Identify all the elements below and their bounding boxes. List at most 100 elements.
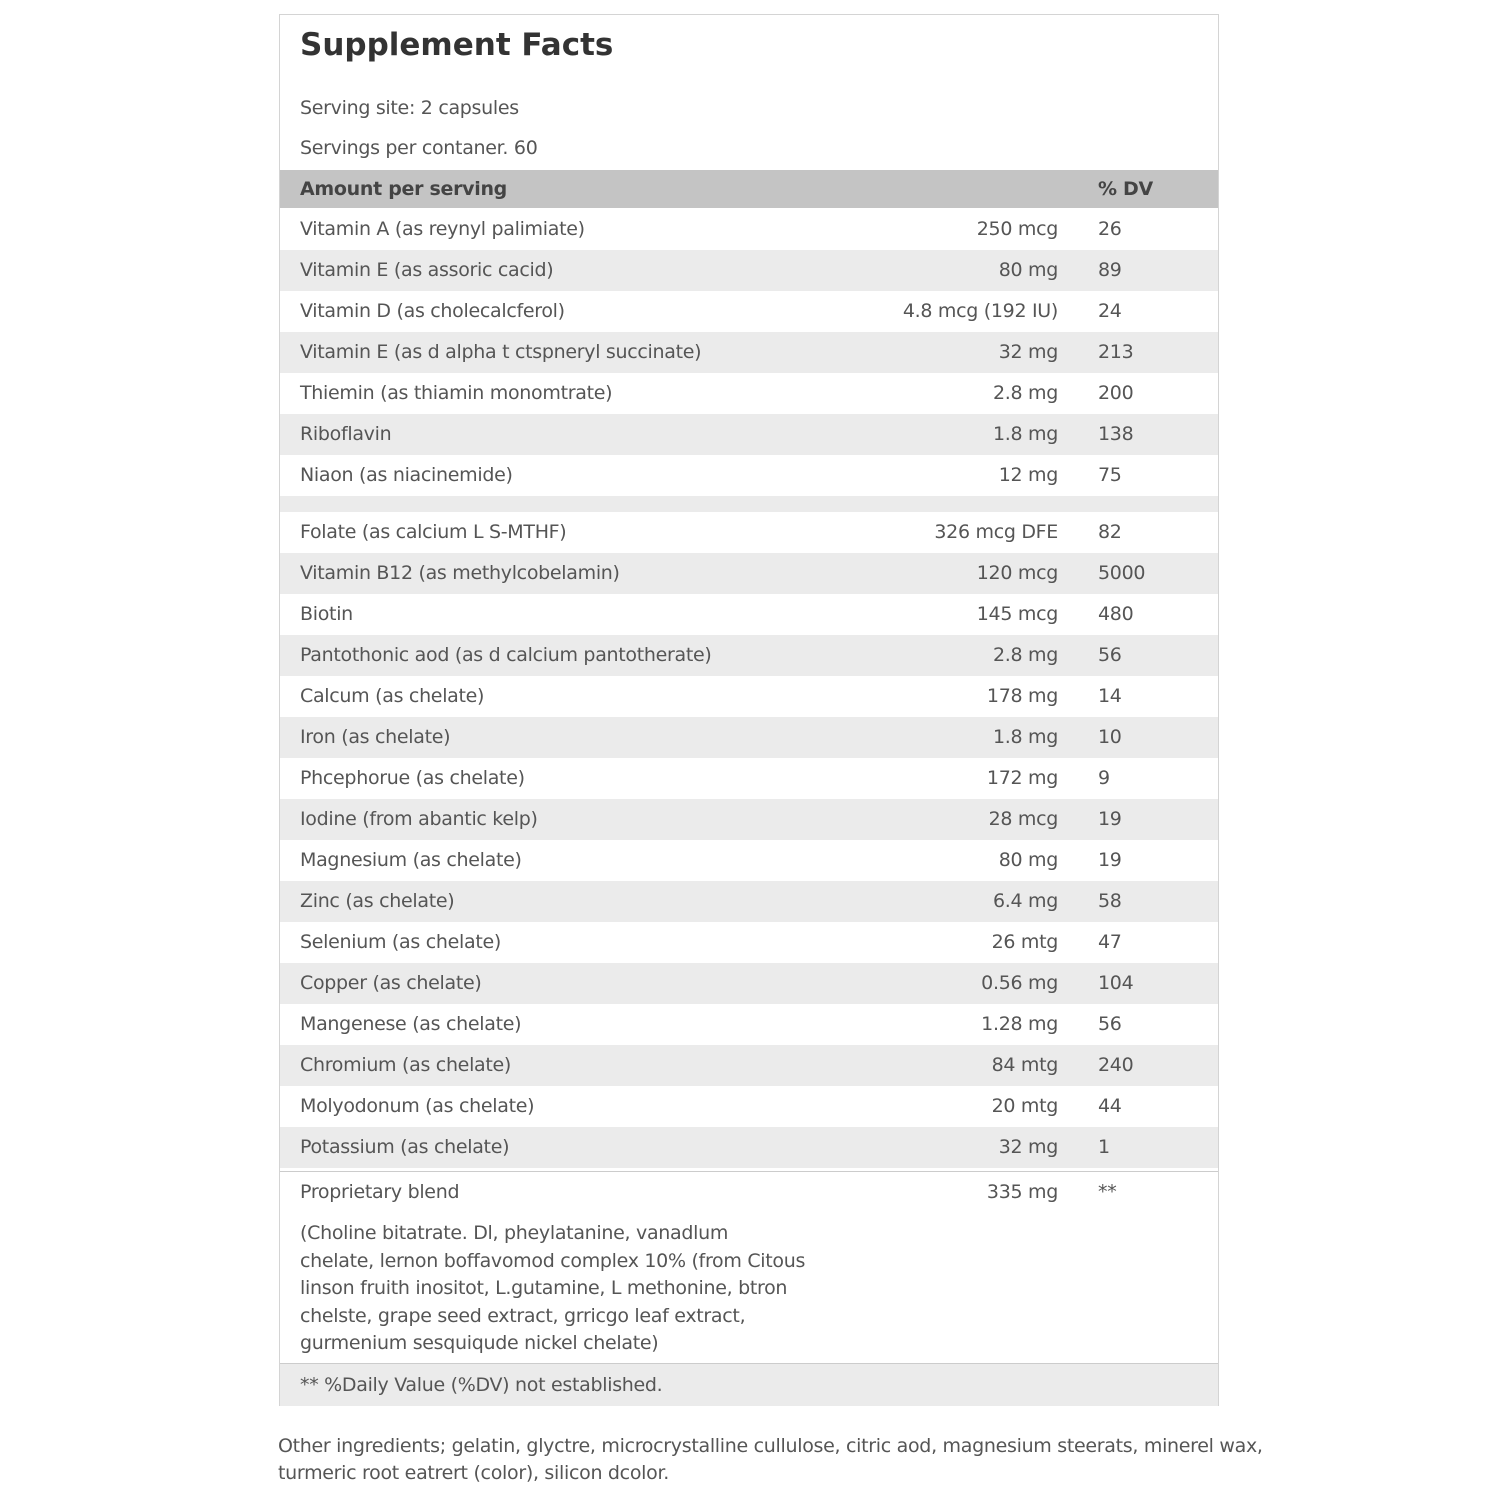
amount: 26 mtg bbox=[991, 931, 1059, 953]
daily-value: 10 bbox=[1098, 726, 1122, 748]
blend-divider bbox=[280, 1171, 1218, 1172]
row-bg-shaded bbox=[280, 553, 1218, 594]
row-bg bbox=[280, 676, 1218, 717]
daily-value: 47 bbox=[1098, 931, 1122, 953]
amount: 28 mcg bbox=[988, 808, 1059, 830]
amount: 32 mg bbox=[998, 1136, 1059, 1158]
nutrient-name: Selenium (as chelate) bbox=[300, 931, 501, 953]
daily-value: 480 bbox=[1098, 603, 1134, 625]
daily-value: 1 bbox=[1098, 1136, 1110, 1158]
row-bg bbox=[280, 209, 1218, 250]
blend-description: chelate, lernon boffavomod complex 10% (… bbox=[300, 1249, 806, 1272]
amount: 32 mg bbox=[998, 341, 1059, 363]
servings-per-container: Servings per contaner. 60 bbox=[300, 137, 538, 159]
daily-value: 14 bbox=[1098, 685, 1122, 707]
nutrient-name: Iron (as chelate) bbox=[300, 726, 451, 748]
footnote-bar bbox=[280, 1363, 1218, 1406]
blend-description: chelste, grape seed extract, grricgo lea… bbox=[300, 1304, 746, 1327]
nutrient-name: Zinc (as chelate) bbox=[300, 890, 455, 912]
nutrient-name: Molyodonum (as chelate) bbox=[300, 1095, 535, 1117]
daily-value: 44 bbox=[1098, 1095, 1122, 1117]
daily-value: 26 bbox=[1098, 218, 1122, 240]
footnote: ** %Daily Value (%DV) not established. bbox=[300, 1374, 663, 1396]
row-bg-shaded bbox=[280, 1127, 1218, 1168]
nutrient-name: Vitamin E (as d alpha t ctspneryl succin… bbox=[300, 341, 702, 363]
title: Supplement Facts bbox=[300, 27, 614, 63]
daily-value: 19 bbox=[1098, 808, 1122, 830]
row-bg bbox=[280, 1004, 1218, 1045]
amount: 4.8 mcg (192 IU) bbox=[902, 300, 1058, 322]
nutrient-name: Potassium (as chelate) bbox=[300, 1136, 510, 1158]
daily-value: 56 bbox=[1098, 644, 1122, 666]
amount: 326 mcg DFE bbox=[934, 521, 1058, 543]
row-bg bbox=[280, 758, 1218, 799]
nutrient-name: Riboflavin bbox=[300, 423, 392, 445]
nutrient-name: Mangenese (as chelate) bbox=[300, 1013, 522, 1035]
amount: 0.56 mg bbox=[981, 972, 1058, 994]
daily-value: 75 bbox=[1098, 464, 1122, 486]
row-bg-shaded bbox=[280, 250, 1218, 291]
amount: 172 mg bbox=[986, 767, 1058, 789]
daily-value: 58 bbox=[1098, 890, 1122, 912]
daily-value: 56 bbox=[1098, 1013, 1122, 1035]
row-bg bbox=[280, 1086, 1218, 1127]
nutrient-name: Niaon (as niacinemide) bbox=[300, 464, 513, 486]
amount: 84 mtg bbox=[991, 1054, 1059, 1076]
row-bg bbox=[280, 840, 1218, 881]
serving-size: Serving site: 2 capsules bbox=[300, 97, 519, 119]
nutrient-name: Vitamin B12 (as methylcobelamin) bbox=[300, 562, 620, 584]
daily-value: 89 bbox=[1098, 259, 1122, 281]
amount: 178 mg bbox=[986, 685, 1058, 707]
nutrient-name: Pantothonic aod (as d calcium pantothera… bbox=[300, 644, 712, 666]
amount: 250 mcg bbox=[976, 218, 1059, 240]
header-dv: % DV bbox=[1098, 178, 1153, 200]
other-ingredients: turmeric root eatrert (color), silicon d… bbox=[278, 1462, 669, 1484]
nutrient-name: Magnesium (as chelate) bbox=[300, 849, 522, 871]
daily-value: 5000 bbox=[1098, 562, 1146, 584]
blend-description: (Choline bitatrate. Dl, pheylatanine, va… bbox=[300, 1222, 729, 1244]
amount: 20 mtg bbox=[991, 1095, 1059, 1117]
nutrient-name: Phcephorue (as chelate) bbox=[300, 767, 525, 789]
nutrient-name: Vitamin D (as cholecalcferol) bbox=[300, 300, 565, 322]
daily-value: 9 bbox=[1098, 767, 1110, 789]
daily-value: 19 bbox=[1098, 849, 1122, 871]
amount: 80 mg bbox=[998, 259, 1059, 281]
blend-amount: 335 mg bbox=[986, 1181, 1058, 1203]
nutrient-name: Thiemin (as thiamin monomtrate) bbox=[300, 382, 613, 404]
daily-value: 200 bbox=[1098, 382, 1134, 404]
amount: 12 mg bbox=[998, 464, 1059, 486]
row-bg bbox=[280, 594, 1218, 635]
row-bg-shaded bbox=[280, 881, 1218, 922]
row-bg-shaded bbox=[280, 1045, 1218, 1086]
daily-value: 213 bbox=[1098, 341, 1134, 363]
amount: 1.8 mg bbox=[992, 726, 1058, 748]
row-bg bbox=[280, 373, 1218, 414]
other-ingredients: Other ingredients; gelatin, glyctre, mic… bbox=[278, 1435, 1263, 1457]
row-bg-shaded bbox=[280, 963, 1218, 1004]
nutrient-name: Biotin bbox=[300, 603, 353, 625]
row-bg-shaded bbox=[280, 717, 1218, 758]
amount: 2.8 mg bbox=[992, 644, 1058, 666]
row-bg-shaded bbox=[280, 635, 1218, 676]
nutrient-name: Iodine (from abantic kelp) bbox=[300, 808, 538, 830]
row-bg bbox=[280, 922, 1218, 963]
blend-description: gurmenium sesquiqude nickel chelate) bbox=[300, 1332, 659, 1354]
daily-value: 138 bbox=[1098, 423, 1134, 445]
daily-value: 240 bbox=[1098, 1054, 1134, 1076]
row-bg bbox=[280, 455, 1218, 496]
row-bg bbox=[280, 512, 1218, 553]
row-bg-shaded bbox=[280, 414, 1218, 455]
row-bg-shaded bbox=[280, 332, 1218, 373]
nutrient-name: Vitamin E (as assoric cacid) bbox=[300, 259, 554, 281]
header-amount: Amount per serving bbox=[300, 178, 507, 200]
nutrient-name: Calcum (as chelate) bbox=[300, 685, 485, 707]
amount: 80 mg bbox=[998, 849, 1059, 871]
amount: 1.28 mg bbox=[981, 1013, 1058, 1035]
table-header-bar bbox=[280, 170, 1218, 208]
nutrient-name: Vitamin A (as reynyl palimiate) bbox=[300, 218, 585, 240]
amount: 120 mcg bbox=[976, 562, 1059, 584]
amount: 2.8 mg bbox=[992, 382, 1058, 404]
amount: 6.4 mg bbox=[992, 890, 1058, 912]
row-bg-shaded bbox=[280, 799, 1218, 840]
